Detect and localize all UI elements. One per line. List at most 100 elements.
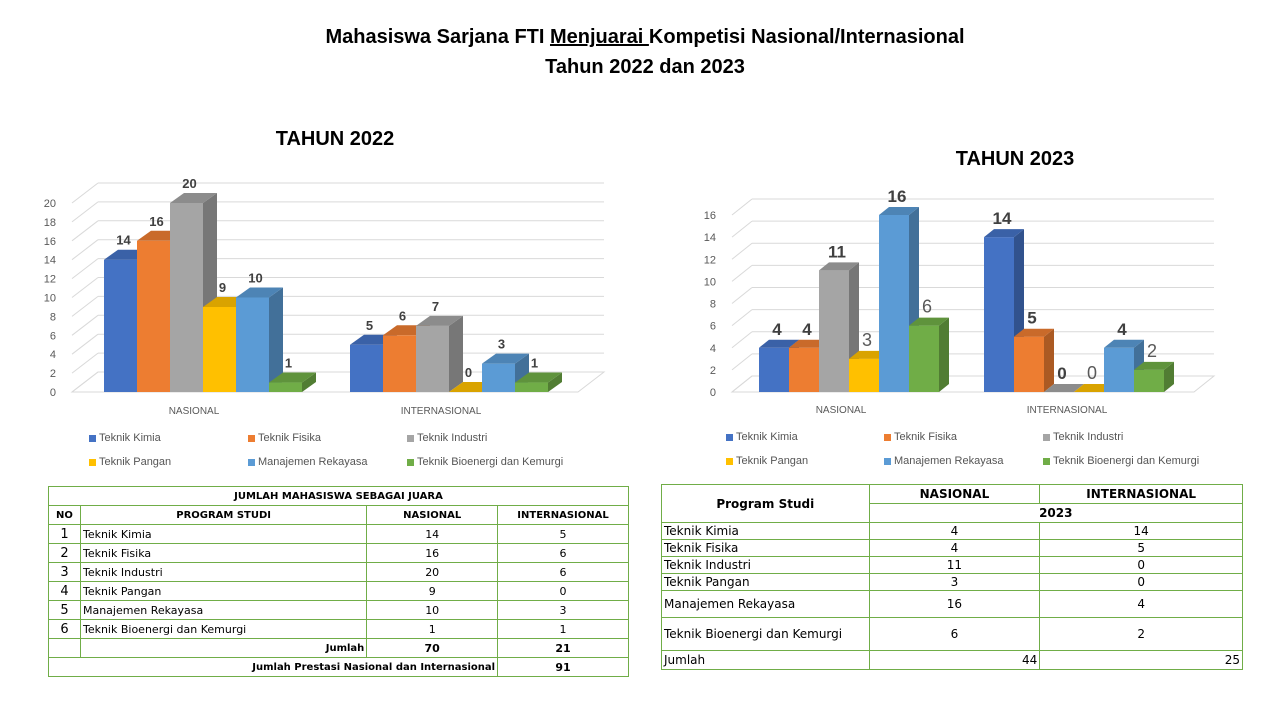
table-2023-jumlah-label: Jumlah: [661, 650, 870, 670]
bar-teknik-industri-internasional: [416, 315, 463, 392]
table-cell-nasional: 20: [366, 562, 499, 582]
legend-swatch: [726, 433, 733, 441]
table-cell-nasional: 14: [366, 524, 499, 544]
data-label: 4: [802, 320, 812, 339]
legend-item-teknik-kimia: Teknik Kimia: [89, 432, 161, 444]
legend-label: Manajemen Rekayasa: [258, 456, 368, 468]
table-cell-no: 5: [48, 600, 81, 620]
table-cell-prodi: Teknik Industri: [661, 556, 870, 574]
table-2023-header-internasional: INTERNASIONAL: [1039, 484, 1243, 504]
chart-2022-title: TAHUN 2022: [275, 128, 395, 150]
table-cell-prodi: Teknik Bioenergi dan Kemurgi: [661, 617, 870, 651]
table-2022-prestasi-total: 91: [497, 657, 629, 677]
table-cell-no: 2: [48, 543, 81, 563]
gridline-depth: [71, 182, 99, 204]
table-cell-prodi: Teknik Fisika: [79, 543, 368, 563]
data-label: 6: [922, 297, 932, 317]
table-cell-internasional: 0: [1039, 556, 1243, 574]
table-cell-prodi: Manajemen Rekayasa: [661, 590, 870, 618]
y-tick-label: 4: [50, 349, 56, 361]
chart-2023: 0 2 4 6 8 10 12 14 16 NASIONAL 4 4 11 3 16 6 INTERNASION…: [704, 187, 1216, 416]
data-label: 1: [531, 356, 538, 371]
legend-swatch: [407, 458, 414, 466]
legend-item-teknik-pangan: Teknik Pangan: [89, 456, 171, 468]
y-tick-label: 12: [44, 274, 56, 286]
legend-swatch: [407, 434, 414, 442]
table-cell-prodi: Teknik Fisika: [661, 539, 870, 557]
legend-item-teknik-fisika: Teknik Fisika: [884, 431, 957, 443]
table-row: Teknik Fisika 4 5: [661, 539, 1243, 557]
legend-item-teknik-bioenergi-dan-kemurgi: Teknik Bioenergi dan Kemurgi: [1043, 455, 1199, 467]
data-label: 14: [993, 209, 1012, 228]
y-tick-label: 12: [704, 254, 716, 266]
table-cell-internasional: 2: [1039, 617, 1243, 651]
data-label: 0: [1057, 364, 1066, 383]
table-cell-nasional: 6: [868, 617, 1041, 651]
data-label: 9: [219, 280, 226, 295]
table-2022-header-internasional: INTERNASIONAL: [497, 505, 629, 525]
gridline-depth: [71, 220, 99, 242]
y-tick-label: 16: [44, 236, 56, 248]
legend-label: Teknik Kimia: [736, 431, 798, 443]
data-label: 3: [862, 330, 872, 350]
table-2022-caption: JUMLAH MAHASISWA SEBAGAI JUARA: [48, 486, 629, 506]
table-2023-header-nasional: NASIONAL: [868, 484, 1041, 504]
table-cell-prodi: Teknik Pangan: [79, 581, 368, 601]
gridline-depth: [71, 296, 99, 317]
data-label: 2: [1147, 341, 1157, 361]
table-cell-internasional: 5: [497, 524, 629, 544]
gridline-depth: [731, 198, 753, 216]
table-cell-nasional: 11: [868, 556, 1041, 574]
title-underlined-word: Menjuarai: [549, 26, 649, 48]
y-tick-label: 10: [704, 276, 716, 288]
legend-swatch: [248, 458, 255, 466]
bar-teknik-bioenergi-dan-kemurgi-nasional: [269, 372, 316, 392]
legend-label: Teknik Fisika: [894, 431, 957, 443]
legend-swatch: [1043, 457, 1050, 465]
data-label: 10: [248, 271, 262, 286]
table-row: Teknik Pangan 3 0: [661, 573, 1243, 591]
legend-label: Teknik Fisika: [258, 432, 321, 444]
data-label: 0: [1087, 363, 1097, 383]
table-cell-prodi: Teknik Kimia: [661, 522, 870, 540]
data-label: 20: [182, 176, 196, 191]
gridline-depth: [71, 201, 99, 223]
y-tick-label: 8: [50, 311, 56, 323]
legend-swatch: [1043, 433, 1050, 441]
gridline-depth: [731, 287, 753, 304]
table-2022-jumlah-nasional: 70: [366, 638, 499, 658]
gridline-depth: [731, 353, 753, 371]
legend-label: Manajemen Rekayasa: [894, 455, 1004, 467]
legend-item-manajemen-rekayasa: Manajemen Rekayasa: [248, 456, 367, 468]
table-cell-no: 3: [48, 562, 81, 582]
bar-teknik-bioenergi-dan-kemurgi-nasional: [909, 317, 949, 392]
table-2022-header-no: NO: [48, 505, 81, 525]
table-2022-jumlah-internasional: 21: [497, 638, 629, 658]
table-2022-jumlah-label: Jumlah: [79, 638, 368, 658]
legend-swatch: [726, 457, 733, 465]
table-cell-internasional: 4: [1039, 590, 1243, 618]
table-cell-no: 1: [48, 524, 81, 544]
gridline-depth: [731, 309, 753, 327]
table-2022-prestasi-label: Jumlah Prestasi Nasional dan Internasion…: [47, 657, 499, 677]
gridline-depth: [71, 239, 99, 261]
chart-2022: 02468101214161820NASIONAL1416209101INTER…: [44, 176, 606, 417]
page-title: Mahasiswa Sarjana FTI Menjuarai Kompetis…: [325, 26, 965, 48]
gridline-depth: [71, 352, 99, 374]
table-cell-internasional: 14: [1039, 522, 1243, 540]
gridline-depth: [71, 314, 99, 336]
x-category-label: NASIONAL: [169, 406, 220, 417]
gridline-depth: [71, 258, 99, 279]
table-cell-prodi: Teknik Industri: [79, 562, 368, 582]
bar-teknik-bioenergi-dan-kemurgi-internasional: [1134, 361, 1174, 392]
gridline-depth: [731, 264, 753, 282]
table-row: 6 Teknik Bioenergi dan Kemurgi 1 1: [48, 619, 629, 639]
table-2023-jumlah-nasional: 44: [868, 650, 1041, 670]
table-cell-nasional: 10: [366, 600, 499, 620]
table-cell-prodi: Teknik Bioenergi dan Kemurgi: [79, 619, 368, 639]
table-2023-jumlah-internasional: 25: [1039, 650, 1243, 670]
table-cell-internasional: 1: [497, 619, 629, 639]
table-row: 2 Teknik Fisika 16 6: [48, 543, 629, 563]
legend-item-manajemen-rekayasa: Manajemen Rekayasa: [884, 455, 1003, 467]
table-cell-no: 4: [48, 581, 81, 601]
